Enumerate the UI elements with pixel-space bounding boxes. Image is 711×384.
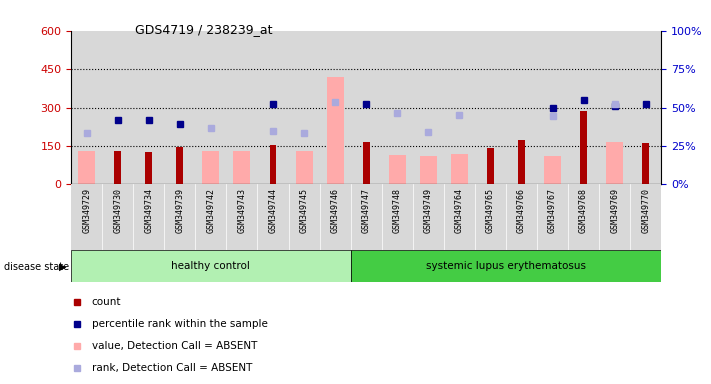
Text: GSM349747: GSM349747: [362, 188, 370, 233]
Bar: [606, 142, 623, 184]
Bar: [257, 31, 289, 184]
Bar: [475, 184, 506, 250]
Bar: [71, 184, 102, 250]
Bar: [133, 184, 164, 250]
Text: count: count: [92, 297, 122, 307]
Text: GSM349729: GSM349729: [82, 188, 91, 233]
Text: value, Detection Call = ABSENT: value, Detection Call = ABSENT: [92, 341, 257, 351]
Text: GSM349734: GSM349734: [144, 188, 154, 233]
Bar: [382, 184, 413, 250]
Text: GSM349767: GSM349767: [548, 188, 557, 233]
Bar: [71, 31, 102, 184]
Bar: [351, 250, 661, 282]
Text: GSM349748: GSM349748: [392, 188, 402, 233]
Bar: [475, 31, 506, 184]
Text: disease state: disease state: [4, 262, 69, 272]
Bar: [568, 184, 599, 250]
Bar: [451, 154, 468, 184]
Text: GSM349739: GSM349739: [176, 188, 184, 233]
Bar: [537, 31, 568, 184]
Text: healthy control: healthy control: [171, 261, 250, 271]
Bar: [319, 31, 351, 184]
Text: GSM349769: GSM349769: [610, 188, 619, 233]
Bar: [176, 147, 183, 184]
Bar: [599, 184, 630, 250]
Text: GSM349742: GSM349742: [206, 188, 215, 233]
Text: GSM349766: GSM349766: [517, 188, 526, 233]
Bar: [351, 184, 382, 250]
Bar: [164, 31, 196, 184]
Text: rank, Detection Call = ABSENT: rank, Detection Call = ABSENT: [92, 363, 252, 373]
Bar: [114, 151, 121, 184]
Bar: [203, 151, 220, 184]
Bar: [382, 31, 413, 184]
Bar: [506, 31, 537, 184]
Bar: [580, 111, 587, 184]
Bar: [233, 151, 250, 184]
Bar: [257, 184, 289, 250]
Bar: [78, 151, 95, 184]
Bar: [296, 151, 313, 184]
Bar: [630, 184, 661, 250]
Bar: [487, 149, 494, 184]
Bar: [289, 184, 319, 250]
Bar: [630, 31, 661, 184]
Bar: [642, 143, 649, 184]
Bar: [196, 31, 226, 184]
Bar: [196, 184, 226, 250]
Bar: [389, 155, 406, 184]
Bar: [444, 184, 475, 250]
Text: GSM349746: GSM349746: [331, 188, 340, 233]
Text: GSM349730: GSM349730: [113, 188, 122, 233]
Text: GSM349768: GSM349768: [579, 188, 588, 233]
Bar: [413, 184, 444, 250]
Bar: [133, 31, 164, 184]
Text: GSM349749: GSM349749: [424, 188, 433, 233]
Text: GSM349744: GSM349744: [269, 188, 277, 233]
Bar: [537, 184, 568, 250]
Bar: [544, 156, 561, 184]
Bar: [506, 184, 537, 250]
Bar: [226, 184, 257, 250]
Text: GSM349770: GSM349770: [641, 188, 650, 233]
Bar: [226, 31, 257, 184]
Bar: [413, 31, 444, 184]
Bar: [351, 31, 382, 184]
Text: systemic lupus erythematosus: systemic lupus erythematosus: [426, 261, 586, 271]
Bar: [289, 31, 319, 184]
Bar: [444, 31, 475, 184]
Bar: [326, 77, 343, 184]
Bar: [145, 152, 152, 184]
Text: GDS4719 / 238239_at: GDS4719 / 238239_at: [135, 23, 272, 36]
Bar: [518, 139, 525, 184]
Bar: [102, 31, 133, 184]
Bar: [164, 184, 196, 250]
Text: GSM349764: GSM349764: [455, 188, 464, 233]
Text: percentile rank within the sample: percentile rank within the sample: [92, 319, 267, 329]
Bar: [419, 156, 437, 184]
Bar: [363, 142, 370, 184]
Text: GSM349743: GSM349743: [237, 188, 247, 233]
Bar: [599, 31, 630, 184]
Text: ▶: ▶: [58, 262, 66, 272]
Bar: [102, 184, 133, 250]
Bar: [568, 31, 599, 184]
Text: GSM349765: GSM349765: [486, 188, 495, 233]
Bar: [269, 145, 277, 184]
Bar: [319, 184, 351, 250]
Text: GSM349745: GSM349745: [299, 188, 309, 233]
Bar: [71, 250, 351, 282]
